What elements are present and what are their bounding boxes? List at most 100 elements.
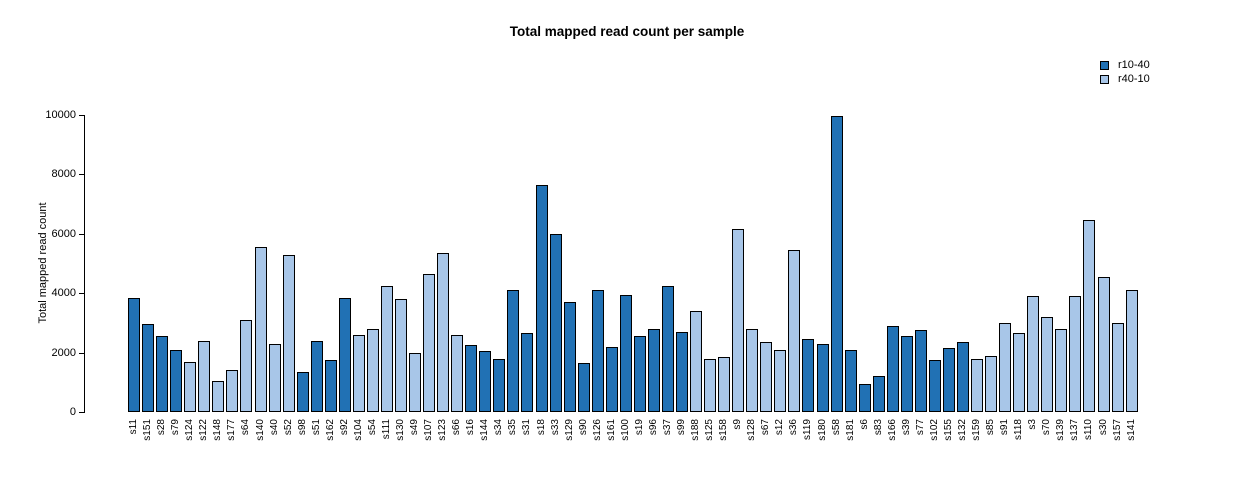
x-axis-label-s110: s110 (1083, 419, 1095, 440)
x-axis-label-s40: s40 (268, 419, 280, 436)
x-axis-label-s177: s177 (226, 419, 238, 441)
bar-s166 (886, 326, 899, 412)
y-axis-tick (79, 293, 84, 295)
bar-s144 (479, 351, 492, 412)
x-axis-label-s33: s33 (549, 419, 561, 436)
x-axis-label-s79: s79 (170, 419, 182, 436)
x-axis-label-s12: s12 (774, 419, 786, 436)
bar-s19 (633, 336, 646, 412)
x-axis-label-s92: s92 (338, 419, 350, 436)
x-axis-label-s107: s107 (423, 419, 435, 441)
y-axis-tick (79, 233, 84, 235)
bar-s125 (704, 359, 717, 412)
bar-s155 (942, 348, 955, 412)
bar-s129 (563, 302, 576, 412)
bar-s64 (240, 320, 253, 412)
legend-entry-r40-10: r40-10 (1100, 72, 1150, 86)
x-axis-label-s31: s31 (521, 419, 533, 436)
x-axis-label-s52: s52 (282, 419, 294, 436)
x-axis-label-s67: s67 (760, 419, 772, 436)
bar-s128 (746, 329, 759, 412)
bar-s85 (985, 356, 998, 412)
x-axis-label-s144: s144 (479, 419, 491, 441)
bar-s111 (380, 286, 393, 412)
bar-s126 (591, 290, 604, 412)
bar-s30 (1097, 277, 1110, 412)
legend-label: r40-10 (1118, 73, 1150, 85)
x-axis-label-s99: s99 (676, 419, 687, 436)
x-axis-label-s111: s111 (380, 419, 392, 440)
x-axis-label-s129: s129 (563, 419, 575, 441)
bar-s77 (914, 330, 927, 412)
bar-s51 (310, 341, 323, 412)
x-axis-label-s91: s91 (999, 419, 1011, 436)
bar-s141 (1125, 290, 1138, 412)
x-axis-label-s51: s51 (310, 419, 322, 436)
bar-s119 (802, 339, 815, 412)
x-axis-label-s159: s159 (971, 419, 982, 441)
bar-s122 (198, 341, 211, 412)
x-axis-label-s139: s139 (1055, 419, 1067, 441)
x-axis-label-s166: s166 (886, 419, 898, 441)
x-axis-label-s9: s9 (732, 419, 744, 430)
x-axis-label-s36: s36 (788, 419, 800, 436)
bar-s9 (732, 229, 745, 412)
bar-s3 (1027, 296, 1040, 412)
y-axis-tick (79, 174, 84, 176)
bar-s92 (338, 298, 351, 412)
x-axis-label-s188: s188 (690, 419, 701, 441)
bar-s100 (619, 295, 632, 412)
x-axis-label-s132: s132 (957, 419, 968, 441)
x-axis-label-s100: s100 (619, 419, 631, 441)
legend-swatch-icon (1100, 60, 1109, 70)
x-axis-label-s77: s77 (914, 419, 926, 436)
x-axis-label-s70: s70 (1041, 419, 1053, 436)
bar-s140 (254, 247, 267, 412)
bar-s139 (1055, 329, 1068, 412)
x-axis-label-s158: s158 (718, 419, 730, 441)
bar-s54 (366, 329, 379, 412)
x-axis-label-s16: s16 (465, 419, 477, 436)
bar-s52 (282, 255, 295, 412)
bar-s188 (690, 311, 702, 412)
bar-s158 (718, 357, 731, 412)
bar-s159 (971, 359, 983, 412)
bar-s33 (549, 234, 562, 412)
bar-s40 (268, 344, 281, 412)
x-axis-label-s148: s148 (212, 419, 224, 441)
bar-s35 (507, 290, 520, 412)
bar-s132 (957, 342, 969, 412)
bar-s137 (1069, 296, 1082, 412)
x-axis-label-s140: s140 (254, 419, 266, 441)
bar-s28 (156, 336, 169, 412)
x-axis-label-s180: s180 (816, 419, 828, 441)
bar-s177 (226, 370, 239, 412)
x-axis-label-s85: s85 (985, 419, 997, 436)
x-axis-label-s83: s83 (872, 419, 884, 436)
x-axis-label-s119: s119 (802, 419, 814, 440)
bar-s16 (465, 345, 478, 412)
x-axis-label-s11: s11 (128, 419, 139, 435)
bar-s181 (844, 350, 857, 412)
x-axis-label-s141: s141 (1125, 419, 1137, 441)
bar-s104 (352, 335, 365, 412)
legend: r10-40 r40-10 (1100, 58, 1150, 86)
x-axis-label-s124: s124 (184, 419, 196, 441)
x-axis-label-s128: s128 (746, 419, 758, 441)
y-axis-tick-label: 2000 (51, 346, 76, 359)
bar-s123 (437, 253, 450, 412)
bar-s11 (128, 298, 140, 412)
x-axis-label-s64: s64 (240, 419, 252, 436)
x-axis-label-s104: s104 (352, 419, 364, 441)
x-axis-label-s162: s162 (324, 419, 336, 441)
x-axis-label-s49: s49 (409, 419, 420, 436)
y-axis-tick (79, 352, 84, 354)
x-axis-label-s37: s37 (661, 419, 673, 436)
bar-s98 (296, 372, 309, 412)
chart-title: Total mapped read count per sample (509, 24, 745, 39)
x-axis-label-s98: s98 (296, 419, 308, 436)
x-axis-label-s122: s122 (198, 419, 210, 441)
bar-s90 (577, 363, 590, 412)
bar-s79 (170, 350, 183, 412)
bar-s102 (928, 360, 941, 412)
